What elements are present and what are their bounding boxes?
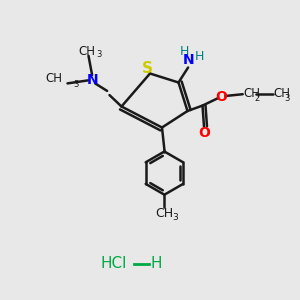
Text: N: N — [86, 74, 98, 87]
Text: H: H — [150, 256, 162, 272]
Text: O: O — [215, 90, 227, 104]
Text: H: H — [180, 45, 189, 58]
Text: O: O — [198, 126, 210, 140]
Text: 2: 2 — [254, 94, 260, 103]
Text: N: N — [183, 53, 194, 67]
Text: HCl: HCl — [101, 256, 127, 272]
Text: 3: 3 — [74, 80, 79, 89]
Text: CH: CH — [273, 87, 290, 100]
Text: 3: 3 — [97, 50, 102, 59]
Text: 3: 3 — [172, 213, 178, 222]
Text: H: H — [195, 50, 204, 63]
Text: S: S — [142, 61, 153, 76]
Text: CH: CH — [78, 45, 95, 58]
Text: CH: CH — [155, 207, 173, 220]
Text: 3: 3 — [284, 94, 289, 103]
Text: CH: CH — [243, 87, 260, 100]
Text: CH: CH — [46, 72, 63, 85]
